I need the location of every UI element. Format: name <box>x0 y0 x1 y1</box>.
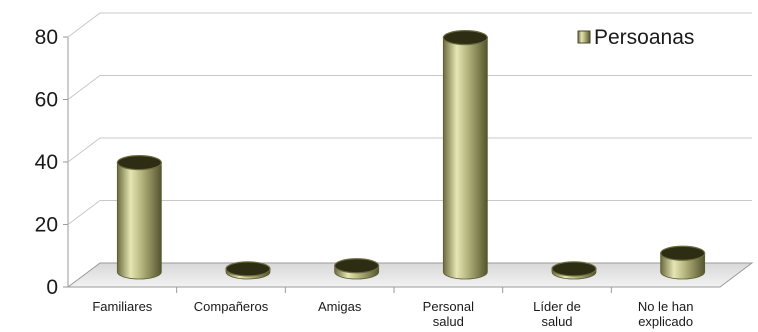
x-tick-label: Compañeros <box>194 299 269 314</box>
x-tick-label: No le han explicado <box>638 299 694 329</box>
x-tick-label: Amigas <box>318 299 362 314</box>
x-tick-label: Personal salud <box>423 299 474 329</box>
bar-top <box>334 258 380 274</box>
gridline-diagonal <box>67 200 101 225</box>
y-tick-label: 40 <box>35 151 58 174</box>
x-tick-label-line: Líder de <box>533 299 581 314</box>
bar-top <box>116 155 162 171</box>
x-tick-label: Familiares <box>92 299 152 314</box>
x-tick-label-line: Personal <box>423 299 474 314</box>
bar-top <box>225 261 271 277</box>
bar <box>225 261 271 280</box>
x-tick-label-line: salud <box>541 314 572 329</box>
y-tick-label: 0 <box>46 276 58 299</box>
y-tick-label: 60 <box>35 89 58 112</box>
x-tick-label-line: Compañeros <box>194 299 269 314</box>
bar <box>334 258 380 280</box>
x-tick-label-line: salud <box>433 314 464 329</box>
gridline-diagonal <box>67 12 101 38</box>
bar <box>660 245 706 280</box>
bar-top <box>551 261 597 277</box>
x-tick-label-line: Familiares <box>92 299 152 314</box>
bar <box>551 261 597 280</box>
y-tick-label: 20 <box>35 214 58 237</box>
x-tick-label-line: explicado <box>638 314 693 329</box>
gridline-diagonal <box>67 137 101 163</box>
bar <box>442 30 488 280</box>
bar-top <box>660 245 706 261</box>
y-tick-label: 80 <box>35 26 58 49</box>
legend: Persoanas <box>577 26 694 49</box>
x-tick-label: Líder de salud <box>533 299 581 329</box>
x-tick-label-line: No le han <box>638 299 694 314</box>
x-tick-label-line: Amigas <box>318 299 362 314</box>
bar-body <box>116 162 162 280</box>
bar <box>116 155 162 280</box>
bar-top <box>442 30 488 46</box>
bar-body <box>442 37 488 280</box>
legend-label: Persoanas <box>594 26 694 49</box>
chart-floor <box>66 262 754 288</box>
legend-swatch <box>577 30 591 44</box>
gridline-diagonal <box>67 75 101 100</box>
